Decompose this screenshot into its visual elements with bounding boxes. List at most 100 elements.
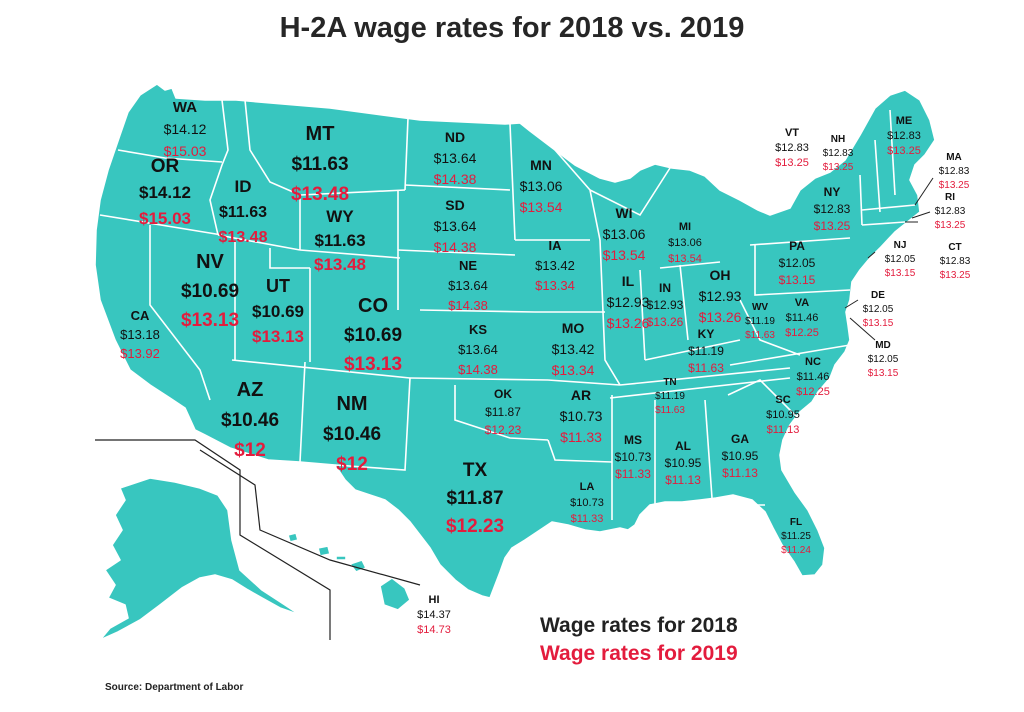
leader-ri [911, 211, 931, 219]
border-in [639, 269, 646, 361]
border-nm-tx [334, 377, 411, 471]
state-label-or: OR $14.12 $15.03 [139, 156, 191, 228]
inset-separators [95, 439, 421, 640]
wage-2018: $10.69 [252, 302, 304, 321]
border-wy-co [299, 249, 401, 259]
state-label-ma: MA $12.83 $13.25 [939, 152, 970, 191]
wage-2018: $12.83 [887, 130, 921, 142]
state-abbr: MN [530, 157, 552, 173]
state-abbr: OK [494, 387, 512, 401]
border-pa-oh [754, 245, 851, 296]
wage-2019: $12.23 [446, 516, 504, 537]
wage-2018: $13.06 [668, 237, 702, 249]
state-abbr: IA [549, 238, 563, 253]
hawaii-molokai [335, 555, 347, 561]
state-label-ok: OK $11.87 $12.23 [485, 387, 522, 437]
state-label-ms: MS $10.73 $11.33 [615, 433, 652, 481]
inset-line-alaska [95, 439, 331, 640]
wage-2019: $13.26 [607, 315, 650, 331]
state-abbr: NC [805, 356, 821, 368]
border-mi-ohio [659, 261, 721, 269]
wage-2019: $13.15 [868, 368, 899, 379]
state-label-ar: AR $10.73 $11.33 [560, 387, 603, 445]
state-abbr: CA [131, 308, 150, 323]
wage-2018: $13.18 [120, 327, 160, 342]
wage-2018: $13.64 [434, 218, 477, 234]
state-abbr: OR [151, 156, 180, 177]
wage-2019: $13.54 [603, 247, 646, 263]
wage-2019: $12 [336, 454, 368, 475]
wage-2019: $14.38 [434, 239, 477, 255]
wage-2018: $10.73 [615, 450, 652, 464]
wage-2018: $12.83 [814, 202, 851, 216]
wage-2019: $11.33 [615, 467, 651, 481]
contiguous-us-shape [94, 83, 936, 599]
state-label-ri: RI $12.83 $13.25 [935, 192, 966, 231]
state-abbr: VT [785, 127, 799, 139]
state-abbr: AL [675, 439, 691, 453]
wage-2019: $11.33 [560, 429, 602, 445]
border-nh-me [889, 109, 896, 196]
wage-2018: $13.64 [448, 278, 488, 293]
wage-2019: $15.03 [164, 143, 207, 159]
hawaii-oahu [317, 545, 331, 557]
wage-2019: $13.48 [291, 184, 349, 205]
state-abbr: SC [775, 394, 790, 406]
wage-2019: $13.54 [668, 253, 702, 265]
state-label-nm: NM $10.46 $12 [323, 393, 381, 475]
wage-2019: $13.26 [647, 315, 684, 329]
state-abbr: RI [945, 192, 955, 203]
state-abbr: SD [445, 197, 464, 213]
state-label-co: CO $10.69 $13.13 [344, 295, 402, 375]
wage-2019: $13.15 [779, 273, 816, 287]
state-label-ks: KS $13.64 $14.38 [458, 322, 498, 377]
wage-2019: $11.63 [745, 330, 775, 341]
state-abbr: CT [948, 242, 961, 253]
wage-2018: $10.69 [344, 325, 402, 346]
land-shapes [94, 83, 936, 641]
wage-2018: $10.95 [665, 456, 702, 470]
legend-2019: Wage rates for 2019 [540, 642, 738, 665]
state-label-nc: NC $11.46 $12.25 [796, 356, 830, 398]
state-abbr: WY [326, 207, 354, 226]
state-label-wa: WA $14.12 $15.03 [164, 99, 207, 159]
wage-2018: $12.83 [775, 142, 809, 154]
wage-2018: $12.05 [868, 354, 899, 365]
state-label-ga: GA $10.95 $11.13 [722, 432, 759, 480]
leader-md [849, 317, 876, 341]
wage-2019: $13.92 [120, 346, 160, 361]
border-oh-in [679, 264, 689, 341]
border-pa [749, 237, 851, 246]
state-label-al: AL $10.95 $11.13 [665, 439, 702, 487]
wage-2018: $13.64 [458, 342, 498, 357]
wage-2018: $13.06 [520, 178, 563, 194]
state-abbr: KS [469, 322, 487, 337]
wage-2019: $11.13 [665, 473, 701, 487]
state-label-me: ME $12.83 $13.25 [887, 115, 921, 157]
wage-2019: $14.38 [434, 171, 477, 187]
state-abbr: ID [235, 177, 252, 196]
wage-2019: $13.25 [940, 270, 971, 281]
wage-2019: $13.13 [252, 327, 304, 346]
wage-2018: $12.83 [939, 166, 970, 177]
wage-2019: $13.54 [520, 199, 563, 215]
state-label-va: VA $11.46 $12.25 [785, 297, 819, 339]
state-label-tn: TN $11.19 $11.63 [655, 377, 685, 416]
border-ny-vt [859, 174, 863, 226]
state-label-id: ID $11.63 $13.48 [219, 177, 268, 246]
border-az-ut [231, 359, 411, 379]
wage-2018: $11.25 [781, 531, 811, 542]
wage-2019: $13.34 [535, 278, 575, 293]
border-az-nm [299, 361, 306, 463]
state-abbr: OH [710, 267, 731, 283]
state-label-oh: OH $12.93 $13.26 [699, 267, 742, 325]
state-label-ky: KY $11.19 $11.63 [688, 327, 724, 375]
wage-2018: $11.46 [786, 312, 819, 324]
wage-2018: $11.63 [219, 204, 267, 221]
wage-2018: $10.95 [766, 409, 800, 421]
state-abbr: GA [731, 432, 749, 446]
wage-2018: $12.93 [647, 298, 684, 312]
state-abbr: ME [896, 115, 913, 127]
